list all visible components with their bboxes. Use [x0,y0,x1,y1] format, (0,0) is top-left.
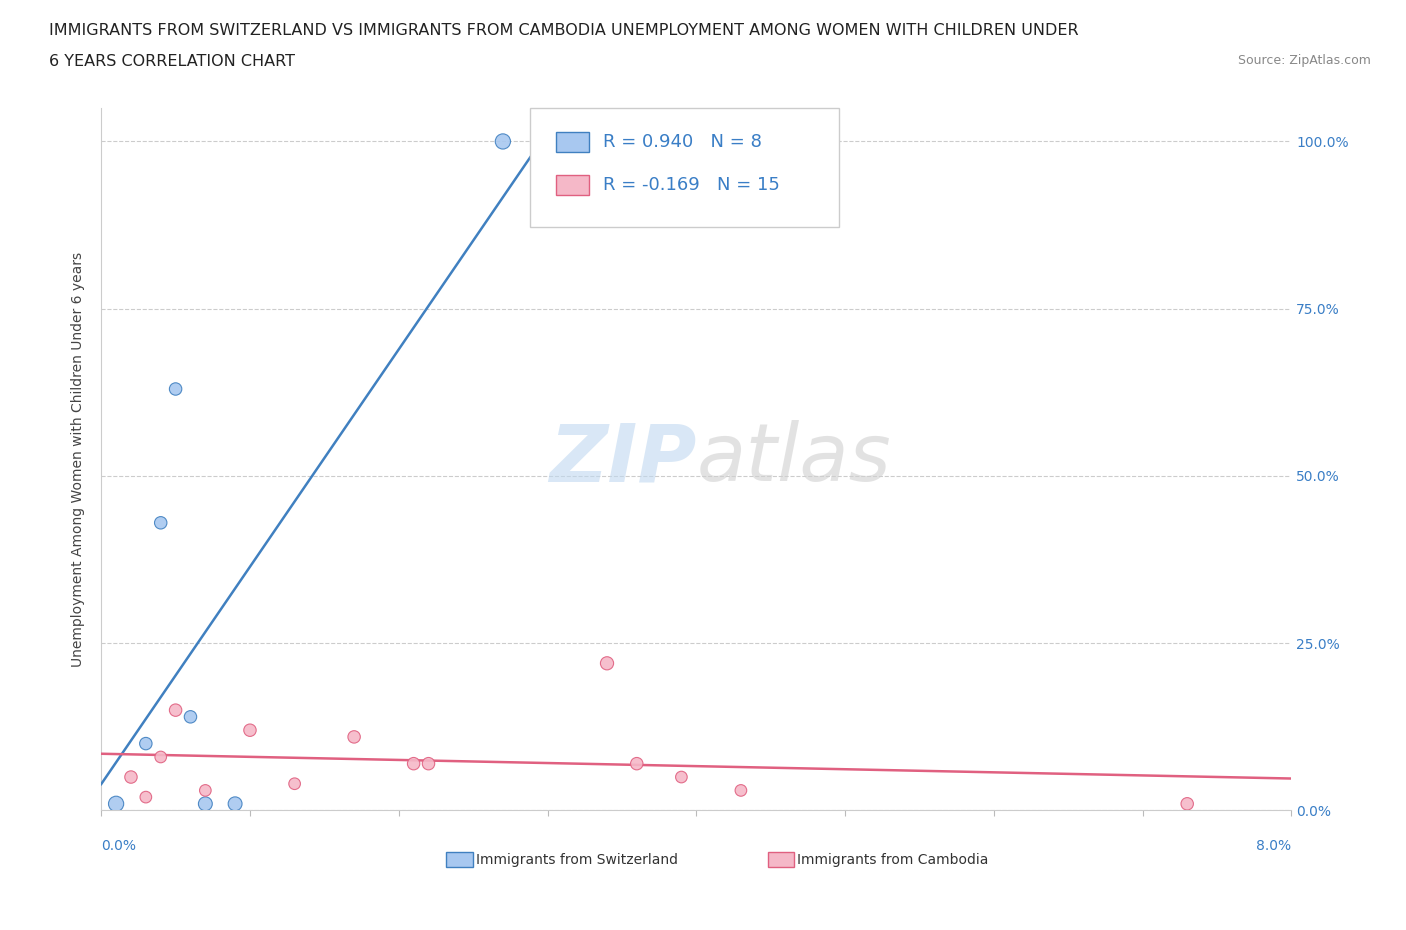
Point [492,134,515,149]
Bar [446,852,472,868]
Bar [555,132,589,152]
Text: 6 YEARS CORRELATION CHART: 6 YEARS CORRELATION CHART [49,54,295,69]
Bar [555,176,589,195]
Point [596,656,619,671]
Text: IMMIGRANTS FROM SWITZERLAND VS IMMIGRANTS FROM CAMBODIA UNEMPLOYMENT AMONG WOMEN: IMMIGRANTS FROM SWITZERLAND VS IMMIGRANT… [49,23,1078,38]
Point [671,770,693,785]
Text: Immigrants from Switzerland: Immigrants from Switzerland [477,853,678,867]
Point [284,777,307,791]
Point [343,729,366,744]
Point [179,710,201,724]
FancyBboxPatch shape [530,108,839,228]
Point [418,756,440,771]
Point [165,703,187,718]
Point [194,783,217,798]
Text: Immigrants from Cambodia: Immigrants from Cambodia [797,853,988,867]
Point [135,737,157,751]
Point [165,381,187,396]
Point [194,796,217,811]
Point [224,796,246,811]
Point [120,770,142,785]
Point [149,515,172,530]
Bar [768,852,794,868]
Y-axis label: Unemployment Among Women with Children Under 6 years: Unemployment Among Women with Children U… [72,252,86,667]
Point [105,796,128,811]
Text: Source: ZipAtlas.com: Source: ZipAtlas.com [1237,54,1371,67]
Point [730,783,752,798]
Point [402,756,425,771]
Point [1175,796,1198,811]
Text: ZIP: ZIP [548,420,696,498]
Text: atlas: atlas [696,420,891,498]
Text: R = 0.940   N = 8: R = 0.940 N = 8 [603,133,762,151]
Point [135,790,157,804]
Text: 0.0%: 0.0% [101,839,136,853]
Point [239,723,262,737]
Text: R = -0.169   N = 15: R = -0.169 N = 15 [603,177,780,194]
Point [149,750,172,764]
Point [626,756,648,771]
Text: 8.0%: 8.0% [1256,839,1291,853]
